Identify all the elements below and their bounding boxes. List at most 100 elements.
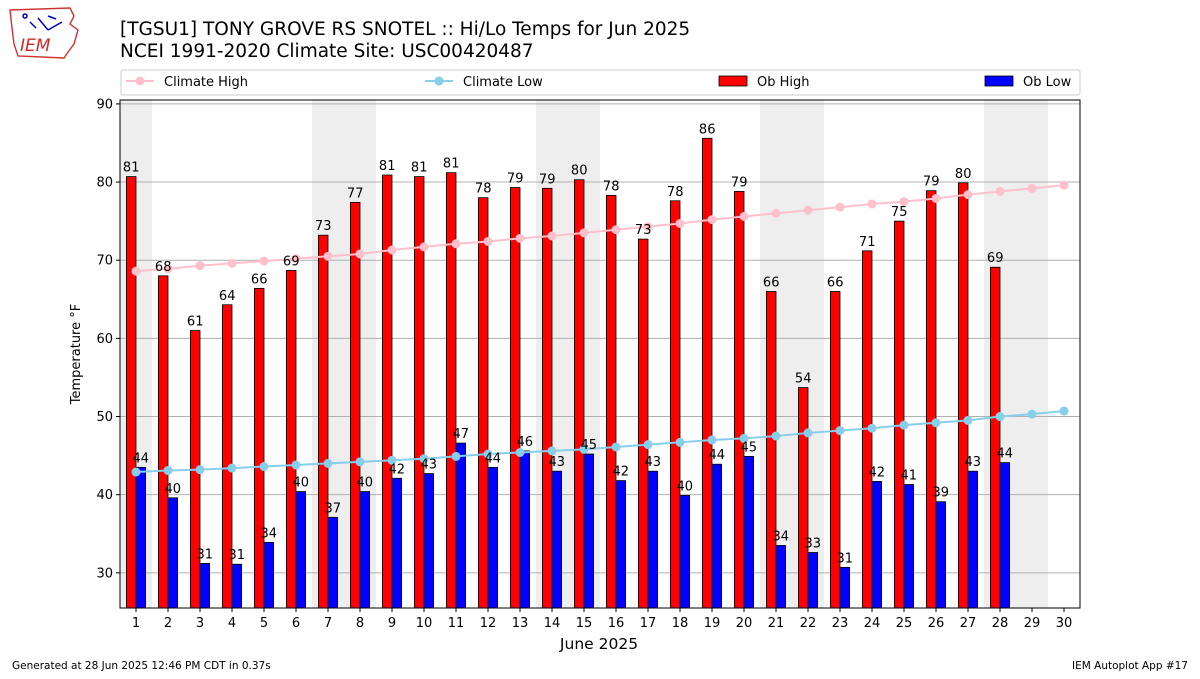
x-tick-label-1: 1 — [132, 616, 140, 631]
ob-low-bar-15 — [583, 453, 595, 609]
gridlines — [120, 103, 1080, 574]
ob-high-label-1: 81 — [123, 161, 140, 176]
ob-high-label-20: 79 — [731, 175, 748, 190]
ob-low-label-19: 44 — [709, 448, 726, 463]
ob-high-label-28: 69 — [987, 251, 1004, 266]
legend-ob-low: Ob Low — [984, 75, 1072, 90]
climate-high-point-24 — [867, 199, 877, 209]
ob-low-bar-16 — [615, 480, 627, 609]
ob-high-bar-22 — [798, 387, 809, 609]
legend-climate-low-label: Climate Low — [463, 75, 543, 90]
ob-low-label-23: 31 — [837, 551, 854, 566]
ob-high-bar-8 — [349, 201, 361, 609]
climate-low-point-30 — [1059, 406, 1069, 416]
climate-high-point-12 — [483, 236, 493, 246]
ob-high-label-27: 80 — [955, 167, 972, 182]
ob-low-bar-8 — [359, 491, 371, 609]
legend-climate-low-marker — [434, 76, 444, 86]
x-tick-label-30: 30 — [1056, 616, 1073, 631]
ob-high-label-2: 68 — [155, 260, 172, 275]
x-tick-label-21: 21 — [768, 616, 785, 631]
ob-low-bar-3 — [199, 563, 211, 609]
climate-high-point-7 — [323, 251, 333, 261]
climate-high-point-13 — [515, 233, 525, 243]
ob-high-label-14: 79 — [539, 172, 556, 187]
climate-high-point-18 — [675, 218, 685, 228]
ob-low-label-7: 37 — [325, 501, 342, 516]
y-tick-label-90: 90 — [96, 97, 113, 112]
climate-high-point-21 — [771, 208, 781, 218]
climate-low-point-1 — [131, 467, 141, 477]
climate-low-point-8 — [355, 457, 365, 467]
x-tick-label-18: 18 — [672, 616, 689, 631]
ob-low-bar-24 — [871, 480, 883, 609]
ob-high-bar-13 — [509, 187, 521, 609]
ob-high-bar-14 — [542, 187, 553, 609]
ob-high-label-13: 79 — [507, 172, 524, 187]
climate-high-point-19 — [707, 215, 717, 225]
x-tick-label-3: 3 — [196, 616, 204, 631]
ob-low-label-18: 40 — [677, 479, 694, 494]
ob-low-label-16: 42 — [613, 465, 630, 480]
climate-low-point-2 — [163, 465, 173, 475]
climate-low-line — [135, 410, 1065, 474]
climate-high-point-20 — [739, 211, 749, 221]
climate-low-point-5 — [259, 462, 269, 472]
climate-high-point-5 — [259, 256, 269, 266]
climate-low-point-6 — [291, 460, 301, 470]
ob-low-bar-6 — [295, 491, 307, 609]
climate-low-point-28 — [995, 412, 1005, 422]
climate-low-point-24 — [867, 423, 877, 433]
y-tick-label-40: 40 — [96, 488, 113, 503]
ob-high-label-12: 78 — [475, 182, 492, 197]
x-tick-label-24: 24 — [864, 616, 881, 631]
climate-low-point-16 — [611, 442, 621, 452]
ob-high-label-18: 78 — [667, 185, 684, 200]
ob-low-bar-20 — [743, 455, 755, 609]
climate-low-point-13 — [515, 447, 525, 457]
generated-note: Generated at 28 Jun 2025 12:46 PM CDT in… — [12, 660, 271, 672]
legend-ob-low-swatch — [984, 75, 1014, 87]
climate-high-point-15 — [579, 228, 589, 238]
x-tick-label-28: 28 — [992, 616, 1009, 631]
x-tick-label-10: 10 — [416, 616, 433, 631]
y-tick-label-80: 80 — [96, 176, 113, 191]
ob-low-bar-10 — [423, 473, 435, 609]
x-tick-label-26: 26 — [928, 616, 945, 631]
ob-low-label-12: 44 — [485, 451, 502, 466]
climate-low-point-19 — [707, 435, 717, 445]
ob-low-label-13: 46 — [517, 435, 534, 450]
legend-ob-high-label: Ob High — [757, 75, 810, 90]
climate-high-point-9 — [387, 245, 397, 255]
ob-low-bar-22 — [807, 552, 819, 609]
ob-low-label-9: 42 — [389, 462, 406, 477]
ob-high-bar-15 — [574, 179, 585, 609]
x-tick-label-25: 25 — [896, 616, 913, 631]
ob-low-label-10: 43 — [421, 458, 438, 473]
ob-low-label-22: 33 — [805, 537, 822, 552]
x-tick-label-29: 29 — [1024, 616, 1041, 631]
x-tick-label-15: 15 — [576, 616, 593, 631]
ob-high-bar-25 — [894, 220, 905, 609]
iowa-outline-shape — [9, 7, 79, 59]
ob-low-label-8: 40 — [357, 476, 374, 491]
climate-high-point-11 — [451, 239, 461, 249]
ob-high-bar-9 — [381, 174, 393, 609]
climate-lines — [131, 180, 1069, 477]
x-tick-label-16: 16 — [608, 616, 625, 631]
y-axis: 30 40 50 60 70 80 90 — [96, 97, 120, 581]
ob-high-label-21: 66 — [763, 275, 780, 290]
ob-high-bar-26 — [926, 190, 937, 609]
climate-low-point-27 — [963, 415, 973, 425]
ob-high-bar-10 — [413, 176, 425, 609]
plot-frame — [119, 99, 1081, 609]
iem-logo: IEM — [9, 7, 79, 59]
legend-box — [120, 69, 1081, 96]
climate-low-point-20 — [739, 433, 749, 443]
climate-low-point-14 — [547, 446, 557, 456]
climate-high-point-27 — [963, 190, 973, 200]
ob-high-bar-27 — [958, 182, 969, 609]
ob-high-bar-6 — [285, 269, 297, 609]
ob-low-label-3: 31 — [197, 547, 214, 562]
